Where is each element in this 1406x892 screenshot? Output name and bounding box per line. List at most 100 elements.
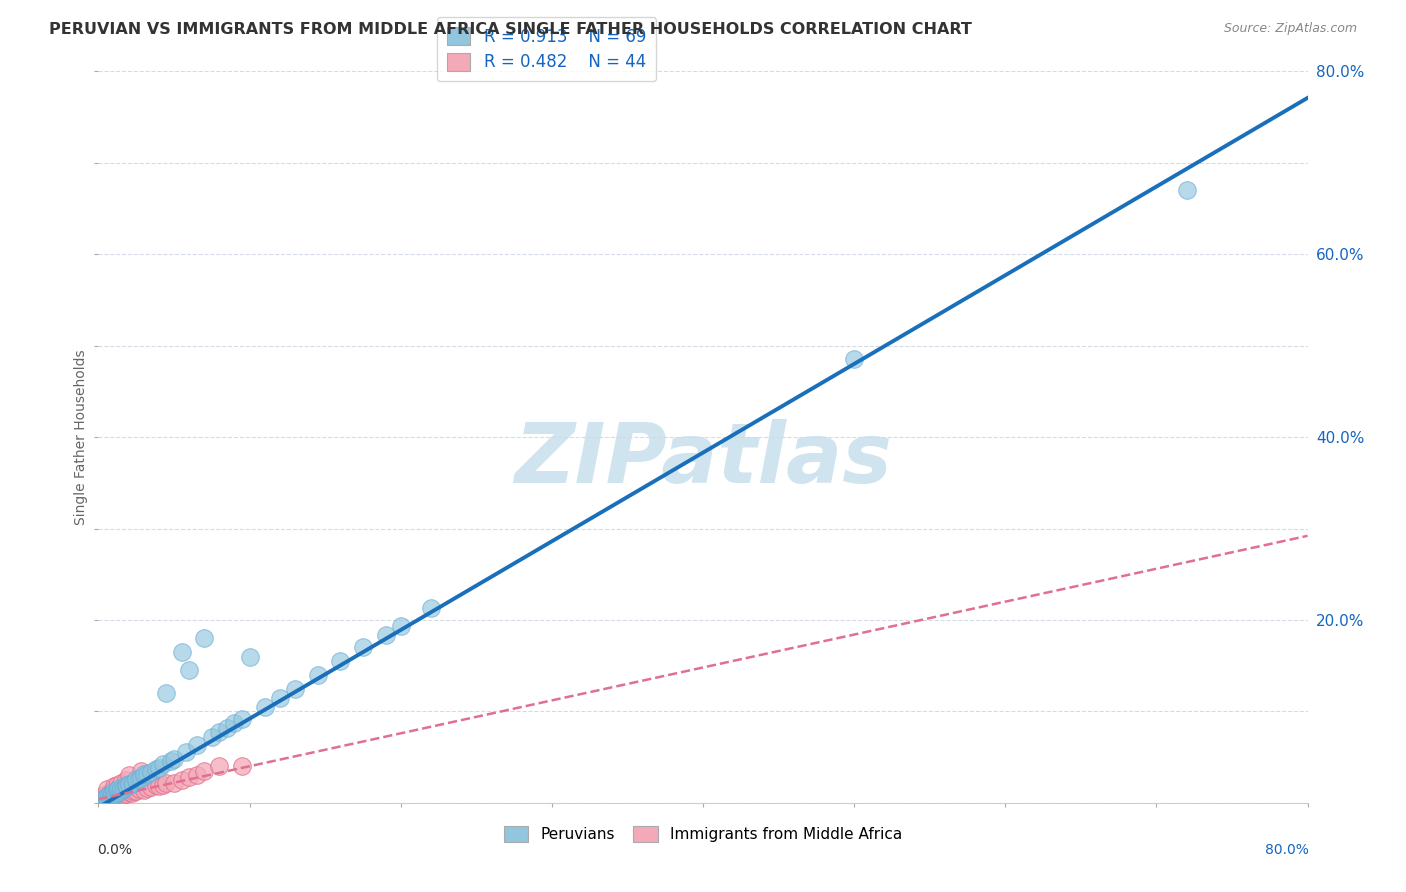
Point (179, 770, 201, 784)
Point (125, 772, 148, 786)
Point (101, 787, 124, 801)
Point (98, 790, 121, 805)
Point (100, 785, 122, 799)
Y-axis label: Single Father Households: Single Father Households (75, 350, 89, 524)
Point (170, 645, 193, 659)
Point (118, 779, 141, 793)
Point (94, 793, 117, 807)
Text: 80.0%: 80.0% (1265, 843, 1309, 857)
Point (125, 784, 148, 798)
Point (118, 768, 141, 782)
Point (231, 759, 253, 773)
Point (110, 781, 132, 796)
Point (155, 775, 177, 789)
Point (208, 725, 231, 739)
Point (111, 782, 134, 797)
Point (90, 794, 112, 808)
Text: 0.0%: 0.0% (97, 843, 132, 857)
Point (110, 789, 132, 804)
Point (107, 782, 129, 797)
Point (145, 779, 167, 793)
Point (100, 789, 122, 804)
Point (101, 790, 124, 805)
Text: Source: ZipAtlas.com: Source: ZipAtlas.com (1223, 22, 1357, 36)
Text: ZIPatlas: ZIPatlas (515, 418, 891, 500)
Point (329, 654, 352, 668)
Point (152, 757, 174, 772)
Point (132, 767, 155, 781)
Point (174, 745, 197, 759)
Point (96, 789, 118, 804)
Point (93, 789, 115, 803)
Point (96, 782, 118, 797)
Point (160, 754, 183, 768)
Point (118, 776, 141, 790)
Point (107, 785, 129, 799)
Point (122, 775, 145, 789)
Point (179, 663, 201, 677)
Point (90, 792, 112, 806)
Point (208, 759, 231, 773)
Point (1175, 183, 1198, 197)
Point (104, 789, 127, 804)
Point (93, 793, 115, 807)
Point (91, 792, 114, 806)
Point (128, 772, 150, 786)
Point (96, 790, 118, 805)
Point (103, 784, 125, 798)
Point (389, 619, 412, 633)
Point (114, 787, 136, 801)
Point (114, 779, 136, 793)
Point (103, 789, 125, 803)
Point (253, 699, 276, 714)
Point (128, 782, 150, 797)
Point (193, 764, 215, 778)
Point (121, 776, 143, 790)
Point (98, 791, 121, 805)
Point (108, 787, 131, 801)
Point (100, 789, 122, 804)
Point (224, 716, 246, 731)
Point (269, 690, 291, 705)
Point (148, 761, 170, 775)
Point (352, 640, 374, 655)
Point (148, 780, 170, 794)
Point (135, 781, 157, 796)
Point (132, 783, 155, 797)
Point (122, 784, 145, 798)
Point (186, 768, 208, 782)
Point (108, 784, 131, 798)
Point (101, 789, 124, 803)
Point (118, 785, 141, 799)
Point (114, 772, 136, 787)
Point (98, 789, 121, 803)
Point (155, 686, 177, 700)
Point (145, 762, 167, 776)
Point (121, 786, 143, 800)
Legend: Peruvians, Immigrants from Middle Africa: Peruvians, Immigrants from Middle Africa (496, 818, 910, 850)
Point (110, 775, 132, 789)
Point (284, 681, 307, 696)
Point (129, 764, 152, 778)
Point (105, 788, 128, 802)
Point (163, 752, 186, 766)
Point (103, 788, 125, 802)
Point (105, 786, 128, 800)
Point (129, 771, 152, 785)
Point (105, 783, 128, 797)
Point (374, 628, 396, 642)
Point (103, 786, 125, 800)
Point (103, 780, 125, 794)
Point (104, 787, 127, 801)
Point (112, 781, 135, 796)
Point (132, 769, 155, 783)
Point (100, 788, 122, 802)
Point (141, 764, 163, 779)
Point (107, 789, 129, 803)
Point (231, 712, 253, 726)
Point (239, 649, 262, 664)
Point (96, 791, 118, 805)
Point (201, 730, 224, 744)
Point (91, 793, 114, 807)
Point (152, 778, 174, 792)
